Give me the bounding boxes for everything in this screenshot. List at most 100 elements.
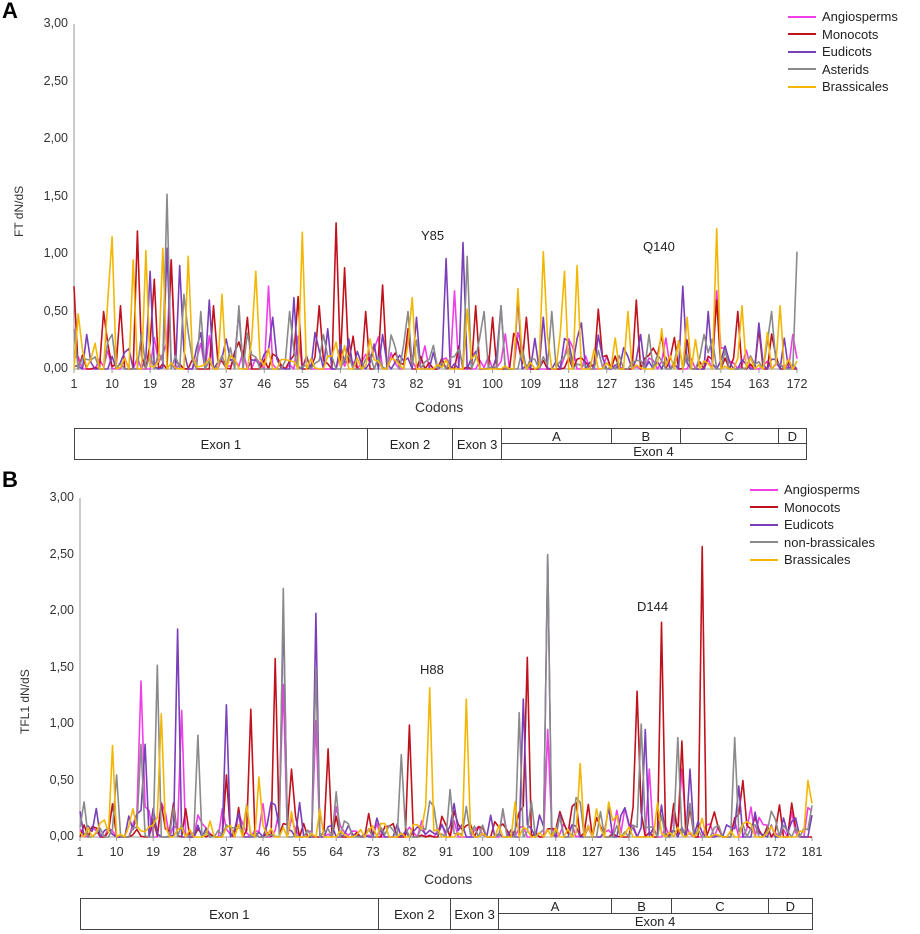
y-tick-label: 1,00	[43, 246, 68, 260]
x-tick-label: 19	[146, 845, 161, 859]
y-tick-label: 3,00	[49, 490, 74, 504]
x-tick-label: 136	[618, 845, 640, 859]
series-line-angiosperms	[79, 680, 813, 838]
legend-item: non-brassicales	[750, 534, 875, 552]
y-tick-label: 2,00	[43, 131, 68, 145]
legend-item: Monocots	[788, 26, 898, 44]
panel-letter-a: A	[2, 0, 18, 23]
legend-label: Brassicales	[822, 79, 889, 95]
x-tick-label: 118	[558, 377, 579, 391]
annotation-h88: H88	[420, 662, 444, 677]
series-line-brassicales	[79, 687, 813, 838]
series-line-brassicales	[73, 227, 798, 370]
x-tick-label: 181	[801, 845, 823, 859]
x-tick-label: 145	[655, 845, 677, 859]
y-tick-label: 0,00	[43, 361, 68, 375]
legend-label: Monocots	[822, 26, 879, 42]
x-tick-label: 73	[371, 377, 386, 391]
y-tick-label: 0,50	[43, 303, 68, 318]
legend-label: Eudicots	[784, 517, 834, 533]
y-tick-label: 0,50	[49, 772, 74, 787]
legend-label: Monocots	[784, 499, 841, 515]
x-tick-label: 10	[109, 845, 124, 859]
legend-swatch	[788, 68, 816, 71]
legend-item: Asterids	[788, 61, 898, 79]
x-tick-label: 82	[402, 845, 417, 859]
legend-item: Angiosperms	[750, 481, 875, 499]
exon-segment-a: A	[501, 428, 612, 444]
legend-swatch	[750, 541, 778, 544]
exon-segment-a: A	[498, 898, 612, 914]
y-tick-label: 0,00	[49, 829, 74, 843]
x-tick-label: 100	[482, 377, 503, 391]
x-tick-label: 55	[295, 377, 310, 391]
x-tick-label: 1	[76, 845, 84, 859]
y-tick-label: 1,00	[49, 716, 74, 730]
x-tick-label: 154	[710, 377, 732, 391]
legend-swatch	[788, 15, 816, 18]
panel-b-xlabel: Codons	[424, 871, 473, 887]
exon-segment-exon-2: Exon 2	[366, 428, 454, 460]
x-tick-label: 19	[143, 377, 158, 391]
exon-segment-exon-3: Exon 3	[452, 428, 502, 460]
annotation-y85: Y85	[421, 228, 445, 243]
x-tick-label: 10	[105, 377, 119, 391]
x-tick-label: 73	[365, 845, 380, 859]
x-tick-label: 55	[292, 845, 307, 859]
legend-item: Brassicales	[788, 78, 898, 96]
exon-segment-d: D	[767, 898, 813, 914]
x-tick-label: 136	[634, 377, 656, 391]
legend-item: Angiosperms	[788, 8, 898, 26]
x-tick-label: 64	[333, 377, 348, 391]
legend-swatch	[750, 488, 778, 491]
y-tick-label: 1,50	[49, 659, 74, 674]
exon-segment-exon-3: Exon 3	[450, 898, 500, 930]
legend-item: Eudicots	[788, 43, 898, 61]
legend-swatch	[788, 33, 816, 36]
x-tick-label: 64	[329, 845, 344, 859]
x-tick-label: 127	[581, 845, 603, 859]
x-tick-label: 163	[728, 845, 750, 859]
x-tick-label: 154	[691, 845, 713, 859]
legend-label: Brassicales	[784, 552, 851, 568]
x-tick-label: 37	[219, 845, 234, 859]
x-tick-label: 37	[219, 377, 234, 391]
legend-swatch	[788, 85, 816, 88]
legend-item: Monocots	[750, 499, 875, 517]
x-tick-label: 46	[257, 377, 272, 391]
legend-swatch	[750, 523, 778, 526]
x-tick-label: 28	[181, 377, 196, 391]
legend-item: Brassicales	[750, 551, 875, 569]
legend-swatch	[750, 558, 778, 561]
x-tick-label: 91	[447, 377, 462, 391]
exon-segment-exon-1: Exon 1	[74, 428, 368, 460]
exon-segment-exon-4: Exon 4	[498, 913, 813, 930]
x-tick-label: 172	[764, 845, 786, 859]
series-line-monocots	[79, 545, 812, 838]
x-tick-label: 91	[439, 845, 453, 859]
exon-segment-exon-2: Exon 2	[377, 898, 452, 930]
legend-label: Angiosperms	[784, 482, 860, 498]
legend-swatch	[788, 50, 816, 53]
legend-item: Eudicots	[750, 516, 875, 534]
x-tick-label: 118	[545, 845, 566, 859]
exon-segment-c: C	[679, 428, 779, 444]
x-tick-label: 172	[786, 377, 808, 391]
panel-a-legend: Angiosperms Monocots Eudicots Asterids B…	[788, 8, 898, 96]
panel-a-xlabel: Codons	[415, 399, 464, 415]
legend-label: Asterids	[822, 61, 869, 77]
x-tick-label: 145	[672, 377, 694, 391]
x-tick-label: 127	[596, 377, 618, 391]
x-tick-label: 100	[472, 845, 494, 859]
y-tick-label: 1,50	[43, 188, 68, 203]
y-tick-label: 3,00	[43, 16, 68, 30]
x-tick-label: 109	[520, 377, 542, 391]
legend-label: non-brassicales	[784, 534, 876, 550]
exon-segment-exon-4: Exon 4	[501, 443, 807, 460]
annotation-d144: D144	[637, 599, 669, 614]
panel-letter-b: B	[2, 467, 18, 492]
y-tick-label: 2,50	[49, 546, 74, 561]
x-tick-label: 28	[182, 845, 197, 859]
exon-segment-b: B	[610, 898, 673, 914]
y-tick-label: 2,00	[49, 603, 74, 617]
